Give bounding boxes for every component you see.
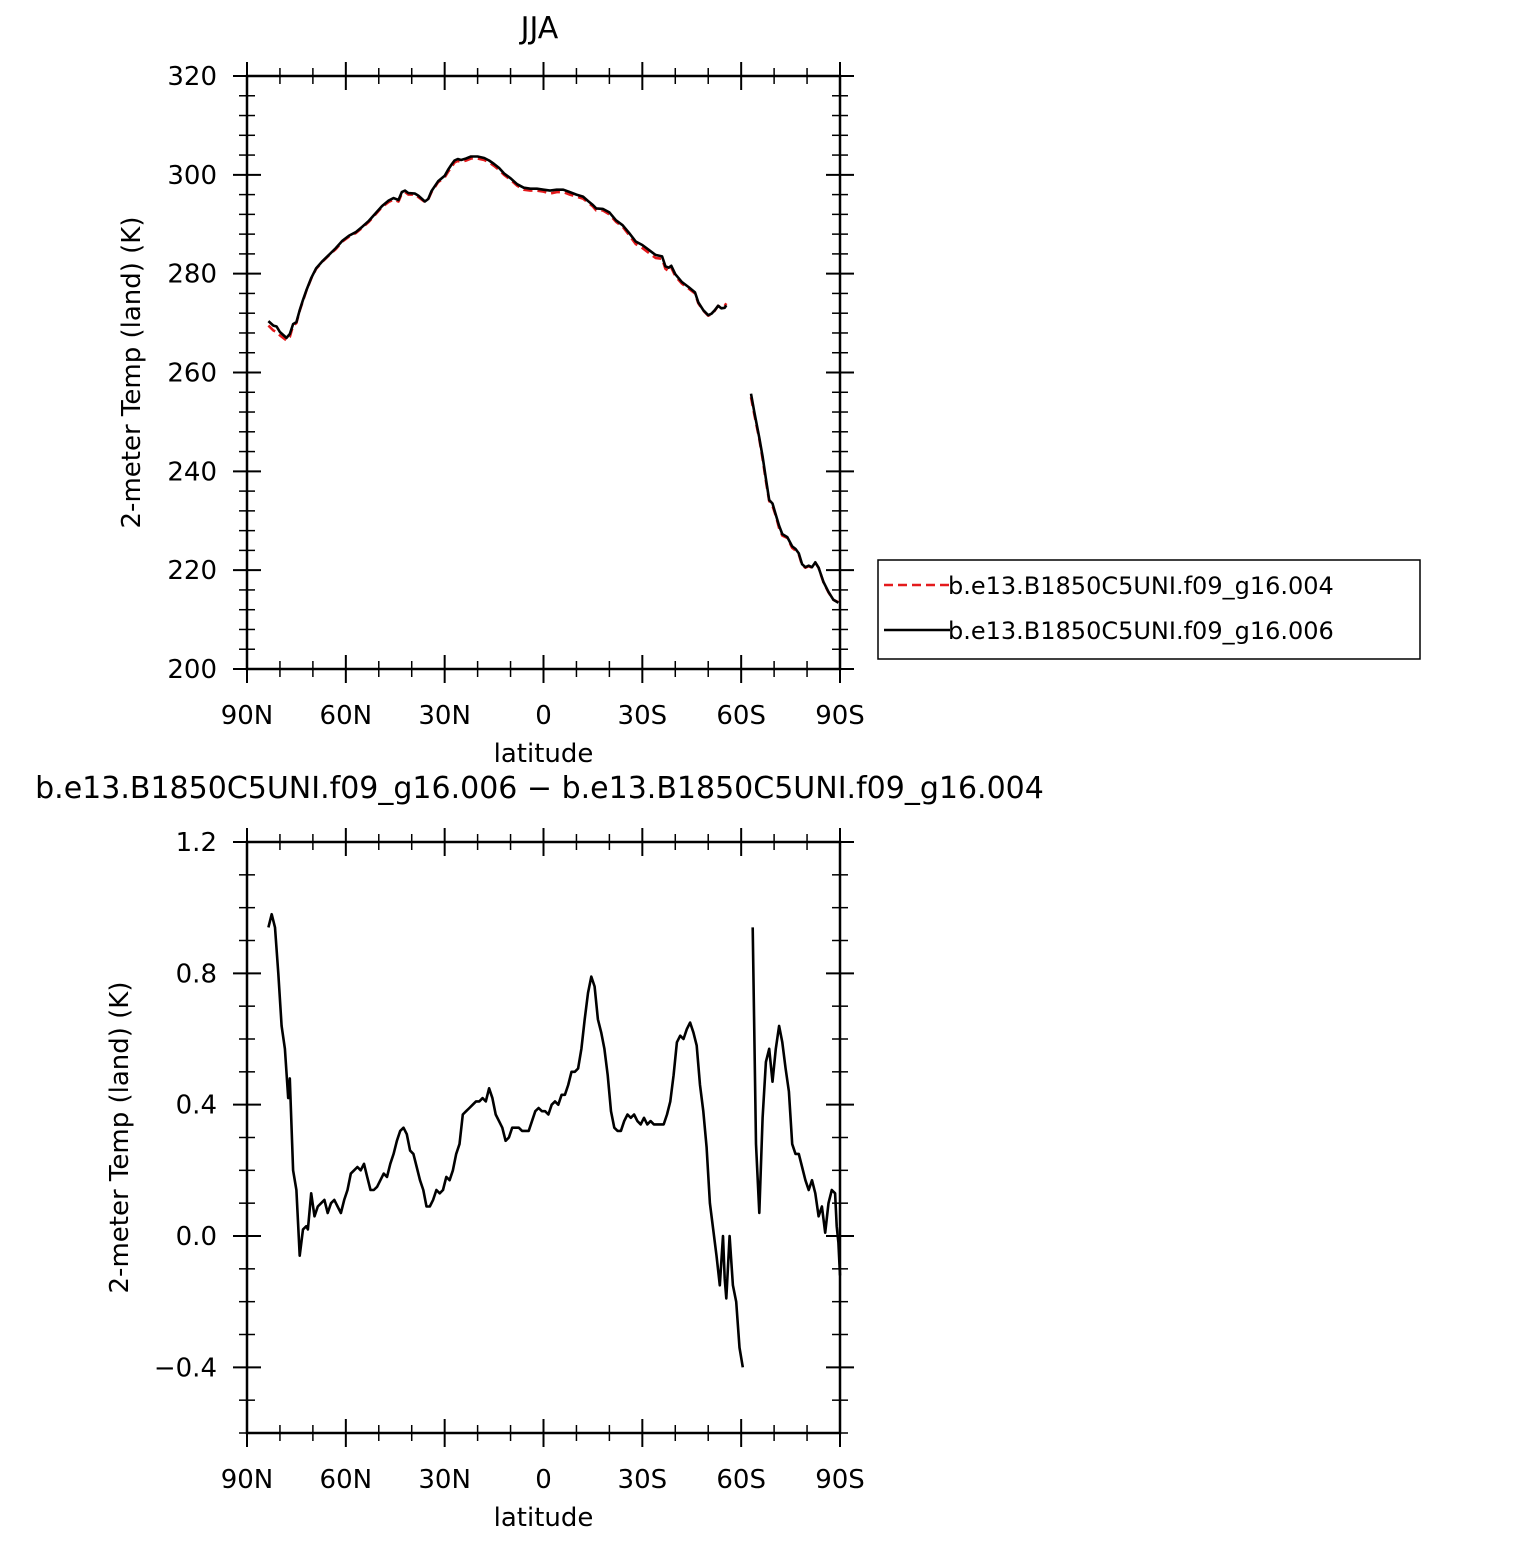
diff-xtick-label: 0 xyxy=(535,1465,552,1495)
top-ytick-label: 280 xyxy=(167,260,217,290)
diff-ytick-label: 0.4 xyxy=(176,1091,217,1121)
top-xtick-label: 90N xyxy=(221,701,274,731)
diff-ytick-label: −0.4 xyxy=(154,1353,217,1383)
top-xtick-label: 30S xyxy=(618,701,668,731)
legend-entry-1: b.e13.B1850C5UNI.f09_g16.004 xyxy=(948,572,1334,600)
diff-chart-title: b.e13.B1850C5UNI.f09_g16.006 − b.e13.B18… xyxy=(35,771,1044,806)
diff-xtick-label: 90S xyxy=(815,1465,865,1495)
diff-xtick-label: 90N xyxy=(221,1465,274,1495)
difference-chart: b.e13.B1850C5UNI.f09_g16.006 − b.e13.B18… xyxy=(35,771,1044,1533)
diff-xtick-label: 30N xyxy=(418,1465,471,1495)
top-ytick-label: 320 xyxy=(167,62,217,92)
diff-xtick-label: 60N xyxy=(320,1465,373,1495)
top-chart: JJA 90N 60N 30N 0 30S 60S 90S 200 220 240 260 280 300… xyxy=(117,11,865,769)
diff-y-axis-label: 2-meter Temp (land) (K) xyxy=(105,982,135,1294)
top-series-line-1 xyxy=(749,396,839,604)
top-series-line-1 xyxy=(267,157,728,342)
top-ytick-label: 200 xyxy=(167,655,217,685)
top-ytick-label: 240 xyxy=(167,457,217,487)
top-xtick-label: 60S xyxy=(716,701,766,731)
diff-plot-frame xyxy=(245,840,842,1435)
top-x-axis-label: latitude xyxy=(494,739,594,769)
diff-ytick-label: 0.8 xyxy=(176,959,217,989)
diff-series-line-1 xyxy=(267,912,745,1368)
top-series-line-2 xyxy=(267,155,728,340)
top-ytick-label: 220 xyxy=(167,556,217,586)
top-ytick-label: 300 xyxy=(167,161,217,191)
top-xtick-label: 30N xyxy=(418,701,471,731)
diff-ytick-label: 0.0 xyxy=(176,1222,217,1252)
top-chart-title: JJA xyxy=(519,11,559,46)
diff-ytick-label: 1.2 xyxy=(176,828,217,858)
top-plot-frame xyxy=(245,74,842,671)
top-xtick-label: 60N xyxy=(320,701,373,731)
legend-box xyxy=(877,559,1421,660)
top-series-line-2 xyxy=(749,393,840,604)
top-xtick-label: 90S xyxy=(815,701,865,731)
top-xtick-label: 0 xyxy=(535,701,552,731)
top-y-axis-label: 2-meter Temp (land) (K) xyxy=(117,217,147,529)
diff-xtick-label: 60S xyxy=(716,1465,766,1495)
diff-series-line-1 xyxy=(751,927,842,1276)
diff-xtick-label: 30S xyxy=(618,1465,668,1495)
legend: b.e13.B1850C5UNI.f09_g16.004 b.e13.B1850C… xyxy=(877,559,1421,660)
legend-entry-2: b.e13.B1850C5UNI.f09_g16.006 xyxy=(948,617,1334,645)
diff-x-axis-label: latitude xyxy=(494,1503,594,1533)
top-ytick-label: 260 xyxy=(167,359,217,389)
